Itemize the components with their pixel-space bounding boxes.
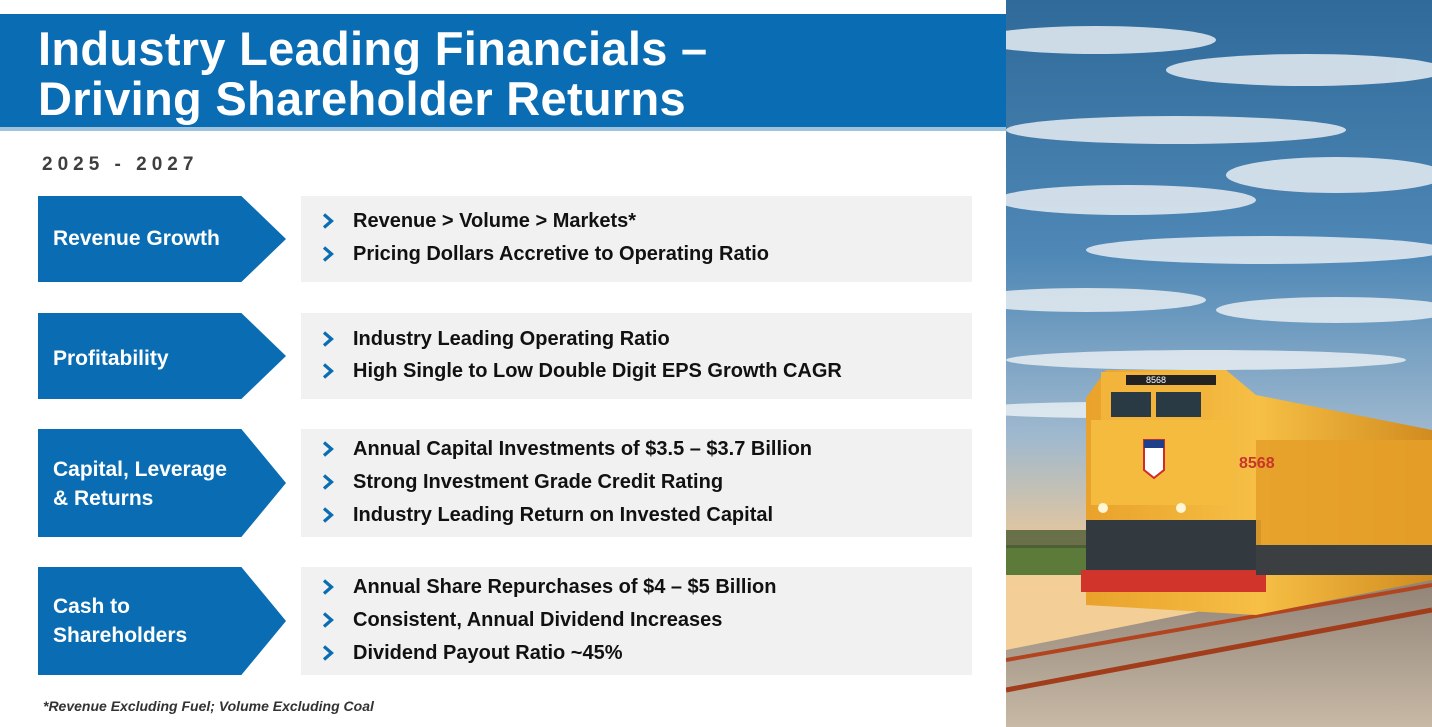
page-title-line-1: Industry Leading Financials – [38, 22, 708, 75]
bullet-text: Dividend Payout Ratio ~45% [353, 641, 623, 664]
section-capital-leverage-returns: Capital, Leverage & Returns Annual Capit… [0, 429, 1006, 537]
section-label-chevron: Profitability [38, 313, 286, 399]
chevron-right-icon [322, 331, 334, 347]
section-label: Profitability [53, 347, 169, 370]
bullet-text: Pricing Dollars Accretive to Operating R… [353, 242, 770, 265]
locomotive-side-number: 8568 [1239, 455, 1275, 472]
locomotive-number-plate: 8568 [1146, 375, 1166, 385]
bullet-text: Consistent, Annual Dividend Increases [353, 608, 723, 631]
section-label: Revenue Growth [53, 227, 220, 250]
list-item: Industry Leading Operating Ratio [321, 324, 670, 354]
section-label-line-2: & Returns [53, 487, 154, 510]
section-label-line-1: Cash to [53, 595, 131, 618]
section-bullets-panel: Annual Capital Investments of $3.5 – $3.… [301, 429, 972, 537]
bullet-text: Annual Share Repurchases of $4 – $5 Bill… [353, 575, 777, 598]
section-bullets-panel: Industry Leading Operating Ratio High Si… [301, 313, 972, 399]
section-label-line-2: Shareholders [53, 624, 188, 647]
chevron-right-icon [322, 363, 334, 379]
list-item: Dividend Payout Ratio ~45% [321, 638, 623, 668]
locomotive: 8568 8568 [1081, 370, 1432, 615]
bullet-text: Strong Investment Grade Credit Rating [353, 470, 724, 493]
list-item: Pricing Dollars Accretive to Operating R… [321, 239, 769, 269]
section-bullets-panel: Revenue > Volume > Markets* Pricing Doll… [301, 196, 972, 282]
section-label-line-1: Capital, Leverage [53, 458, 227, 481]
page-title-line-2: Driving Shareholder Returns [38, 72, 686, 125]
chevron-right-icon [322, 645, 334, 661]
bullet-text: Revenue > Volume > Markets* [353, 209, 637, 232]
bullet-text: High Single to Low Double Digit EPS Grow… [353, 359, 842, 382]
list-item: Consistent, Annual Dividend Increases [321, 605, 722, 635]
section-label-chevron: Cash to Shareholders [38, 567, 286, 675]
bullet-text: Industry Leading Return on Invested Capi… [353, 503, 774, 526]
section-label-chevron: Revenue Growth [38, 196, 286, 282]
chevron-right-icon [322, 579, 334, 595]
train-illustration: 8568 8568 [1006, 0, 1432, 727]
slide-content: Industry Leading Financials – Driving Sh… [0, 14, 1006, 714]
chevron-right-icon [322, 612, 334, 628]
section-cash-to-shareholders: Cash to Shareholders Annual Share Repurc… [0, 567, 1006, 675]
chevron-right-icon [322, 246, 334, 262]
list-item: Strong Investment Grade Credit Rating [321, 467, 723, 497]
locomotive-photo: 8568 8568 [1006, 0, 1432, 727]
section-profitability: Profitability Industry Leading Operating… [0, 313, 1006, 399]
bullet-text: Annual Capital Investments of $3.5 – $3.… [353, 437, 813, 460]
list-item: High Single to Low Double Digit EPS Grow… [321, 356, 842, 386]
chevron-right-icon [322, 507, 334, 523]
section-revenue-growth: Revenue Growth Revenue > Volume > Market… [0, 196, 1006, 282]
chevron-right-icon [322, 441, 334, 457]
cloud-layer [1006, 26, 1432, 418]
list-item: Industry Leading Return on Invested Capi… [321, 500, 773, 530]
list-item: Annual Capital Investments of $3.5 – $3.… [321, 434, 812, 464]
footnote: *Revenue Excluding Fuel; Volume Excludin… [43, 698, 374, 714]
chevron-right-icon [322, 213, 334, 229]
section-label-chevron: Capital, Leverage & Returns [38, 429, 286, 537]
title-banner: Industry Leading Financials – Driving Sh… [0, 14, 1006, 131]
chevron-right-icon [322, 474, 334, 490]
list-item: Revenue > Volume > Markets* [321, 206, 636, 236]
section-bullets-panel: Annual Share Repurchases of $4 – $5 Bill… [301, 567, 972, 675]
date-range: 2025 - 2027 [42, 154, 199, 175]
bullet-text: Industry Leading Operating Ratio [353, 327, 670, 350]
list-item: Annual Share Repurchases of $4 – $5 Bill… [321, 572, 776, 602]
